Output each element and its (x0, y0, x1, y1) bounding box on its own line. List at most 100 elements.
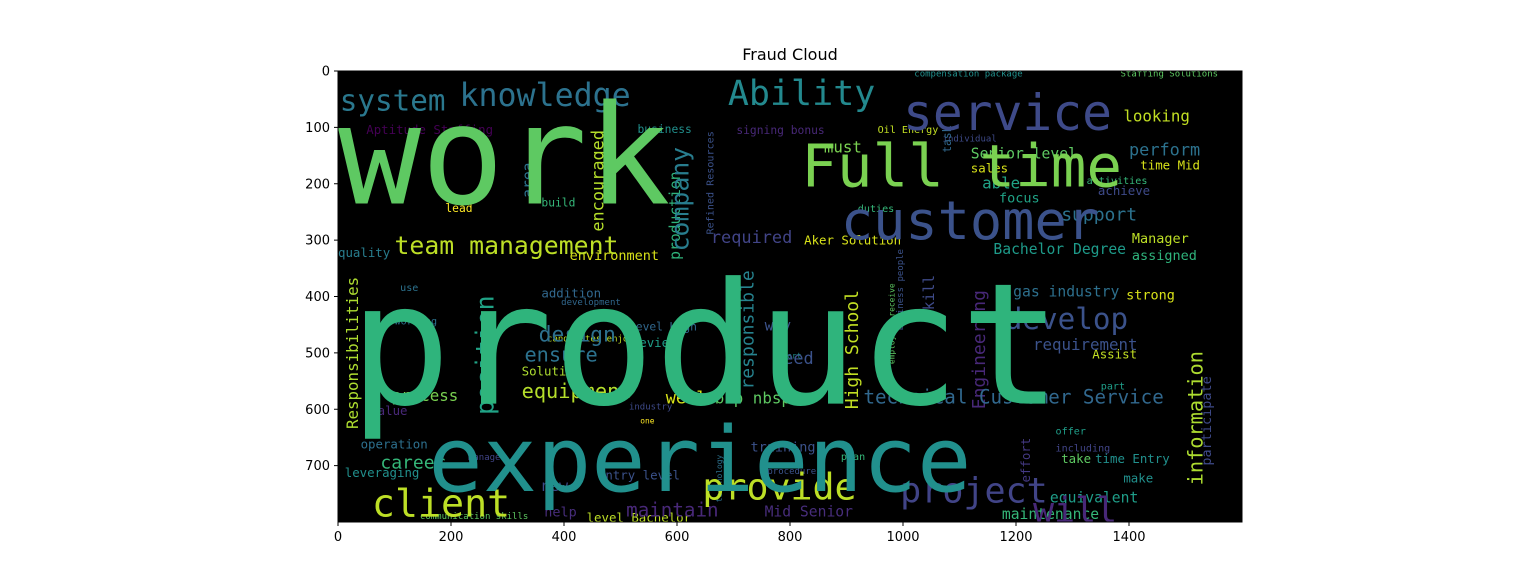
x-tick-label: 1400 (1112, 530, 1145, 545)
cloud-word: employees receive (888, 283, 897, 364)
cloud-word: assigned (1132, 248, 1197, 264)
cloud-word: value (370, 403, 407, 418)
cloud-word: new (541, 478, 568, 495)
cloud-word: Engineering (969, 290, 990, 409)
cloud-word: company (665, 147, 694, 252)
cloud-word: must (824, 138, 862, 157)
cloud-word: one (640, 416, 655, 425)
cloud-word: experience (428, 408, 971, 513)
cloud-word: nbsp nbsp (705, 389, 791, 408)
cloud-word: technology (715, 455, 724, 503)
y-tick-label: 100 (305, 121, 330, 136)
cloud-word: part (1101, 382, 1125, 393)
cloud-word: compensation package (914, 70, 1022, 80)
cloud-word: report (773, 352, 802, 361)
cloud-word: time Mid (1140, 158, 1200, 173)
cloud-word: use (400, 283, 418, 294)
cloud-word: system (340, 83, 446, 117)
cloud-word: career (380, 452, 445, 473)
y-tick-label: 700 (305, 459, 330, 474)
cloud-word: Senior level (971, 145, 1077, 162)
cloud-word: technical Customer Service (863, 386, 1163, 409)
cloud-word: operation (361, 437, 428, 452)
cloud-word: Responsibilities (343, 277, 362, 429)
cloud-word: Staffing Solutions (1121, 70, 1219, 80)
y-tick-label: 500 (305, 346, 330, 361)
cloud-word: service (903, 84, 1112, 142)
cloud-word: equipment (522, 379, 632, 403)
cloud-word: review (632, 335, 677, 350)
cloud-word: training (750, 440, 815, 456)
cloud-word: communication skills (420, 512, 528, 522)
y-tick-label: 600 (305, 403, 330, 418)
cloud-word: High School (842, 290, 863, 409)
cloud-word: Aptitude Staffing (366, 122, 493, 137)
cloud-word: Aker Solution (804, 233, 901, 248)
cloud-word: process (392, 386, 459, 405)
cloud-word: offer (1056, 427, 1086, 438)
cloud-word: working (395, 317, 438, 328)
cloud-word: make (1123, 471, 1153, 486)
cloud-word: production (667, 171, 684, 259)
cloud-word: Oil Energy (878, 125, 939, 136)
cloud-word: business people (896, 249, 906, 330)
cloud-word: Mid Senior (765, 503, 854, 520)
cloud-word: Full time (801, 132, 1122, 201)
x-tick-label: 1200 (999, 530, 1032, 545)
cloud-word: Solution (522, 363, 582, 378)
cloud-word: environment (570, 248, 659, 264)
cloud-word: gas industry (1013, 284, 1119, 301)
cloud-word: able (982, 173, 1020, 192)
cloud-word: Ability (728, 74, 876, 114)
x-tick-label: 400 (552, 530, 577, 545)
cloud-word: build (541, 196, 575, 209)
words-layer: employees receive report one technology indi… (338, 70, 1219, 525)
cloud-word: lead (445, 202, 472, 215)
cloud-word: encouraged (588, 130, 608, 232)
cloud-word: strong (1126, 287, 1175, 303)
cloud-word: participate (1199, 376, 1215, 465)
y-axis: 0 100 200 300 400 500 600 700 (305, 65, 338, 474)
x-tick-label: 600 (665, 530, 690, 545)
cloud-word: level High (629, 320, 697, 333)
cloud-word: perform (1129, 140, 1200, 160)
cloud-word: position (470, 295, 499, 414)
cloud-word: activities (1087, 176, 1148, 187)
y-tick-label: 0 (322, 65, 330, 80)
cloud-word: manage (468, 453, 501, 463)
cloud-word: project (900, 471, 1048, 511)
cloud-word: effort (1018, 438, 1033, 483)
cloud-word: design (539, 323, 616, 348)
x-axis: 0 200 400 600 800 1000 1200 1400 (334, 522, 1146, 545)
cloud-word: take (1061, 451, 1091, 466)
chart-title: Fraud Cloud (742, 45, 838, 64)
cloud-word: addition (541, 286, 601, 301)
cloud-word: way (765, 317, 792, 334)
cloud-word: procedure (767, 467, 816, 477)
cloud-word: focus (999, 190, 1040, 206)
cloud-word: sales (971, 160, 1008, 175)
cloud-word: support (1061, 204, 1137, 225)
x-tick-label: 1000 (886, 530, 919, 545)
cloud-word: level Bachelor (587, 510, 691, 525)
cloud-word: development (561, 298, 621, 308)
x-tick-label: 0 (334, 530, 342, 545)
cloud-word: Manager (1132, 231, 1189, 247)
x-tick-label: 800 (778, 530, 803, 545)
cloud-word: area (520, 162, 537, 197)
plot-background (338, 71, 1242, 522)
cloud-word: industry (629, 402, 673, 412)
cloud-word: including (1056, 444, 1111, 455)
cloud-word: knowledge (459, 78, 630, 114)
cloud-word: help (544, 504, 577, 520)
cloud-word: required (711, 227, 792, 247)
cloud-word: signing bonus (736, 124, 824, 137)
cloud-word: quality (338, 245, 390, 260)
cloud-word: customer (841, 189, 1099, 252)
cloud-word: Assist (1092, 347, 1137, 362)
cloud-word: Bachelor Degree (993, 241, 1126, 258)
cloud-word: looking (1123, 107, 1190, 126)
cloud-word: individual (943, 134, 997, 144)
